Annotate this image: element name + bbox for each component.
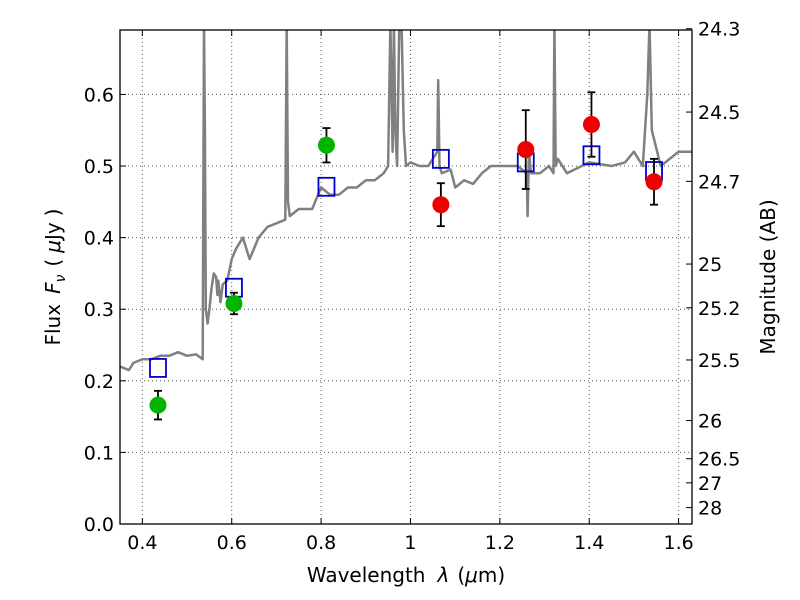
y-tick-label: 0.1 (84, 442, 114, 464)
mag-tick-label: 24.5 (698, 102, 740, 124)
observed-point (225, 294, 243, 312)
model-point (149, 358, 167, 378)
x-tick-label: 1 (404, 532, 416, 554)
x-tick-label: 0.4 (127, 532, 157, 554)
mag-tick-label: 28 (698, 498, 722, 520)
x-tick-label: 1.6 (663, 532, 693, 554)
observed-point (645, 173, 663, 191)
axis-ticks: 0.4 0.6 0.8 1 1.2 1.4 1.6 0.0 0.1 0.2 0.3 0.4 0.5 0.6… (84, 19, 741, 554)
observed-point (582, 116, 600, 134)
observed-point (432, 196, 450, 214)
y-tick-label: 0.0 (84, 514, 114, 536)
spectrum-line (120, 30, 692, 372)
y-tick-label: 0.5 (84, 156, 114, 178)
mag-tick-label: 25 (698, 254, 722, 276)
y2-axis-label: Magnitude (AB) (756, 199, 780, 354)
mag-tick-label: 25.2 (698, 298, 740, 320)
y-tick-label: 0.4 (84, 228, 114, 250)
x-tick-label: 1.2 (485, 532, 515, 554)
y-tick-label: 0.3 (84, 299, 114, 321)
mag-tick-label: 25.5 (698, 350, 740, 372)
x-axis-label: Wavelength λ (μm) (307, 563, 505, 587)
mag-tick-label: 24.7 (698, 171, 740, 193)
x-tick-label: 0.8 (306, 532, 336, 554)
observed-point (517, 141, 535, 159)
y-tick-label: 0.2 (84, 371, 114, 393)
mag-tick-label: 27 (698, 473, 722, 495)
observed-point (317, 136, 335, 154)
mag-tick-label: 26.5 (698, 449, 740, 471)
observed-point (149, 396, 167, 414)
x-tick-label: 1.4 (574, 532, 604, 554)
mag-tick-label: 26 (698, 411, 722, 433)
y-tick-label: 0.6 (84, 84, 114, 106)
mag-tick-label: 24.3 (698, 19, 740, 41)
plot-area (120, 30, 692, 421)
y-axis-label: FluxFν(μJy) (41, 208, 69, 345)
plot-frame (119, 29, 693, 525)
x-tick-label: 0.6 (217, 532, 247, 554)
model-point (317, 176, 336, 197)
model-point (431, 148, 450, 169)
